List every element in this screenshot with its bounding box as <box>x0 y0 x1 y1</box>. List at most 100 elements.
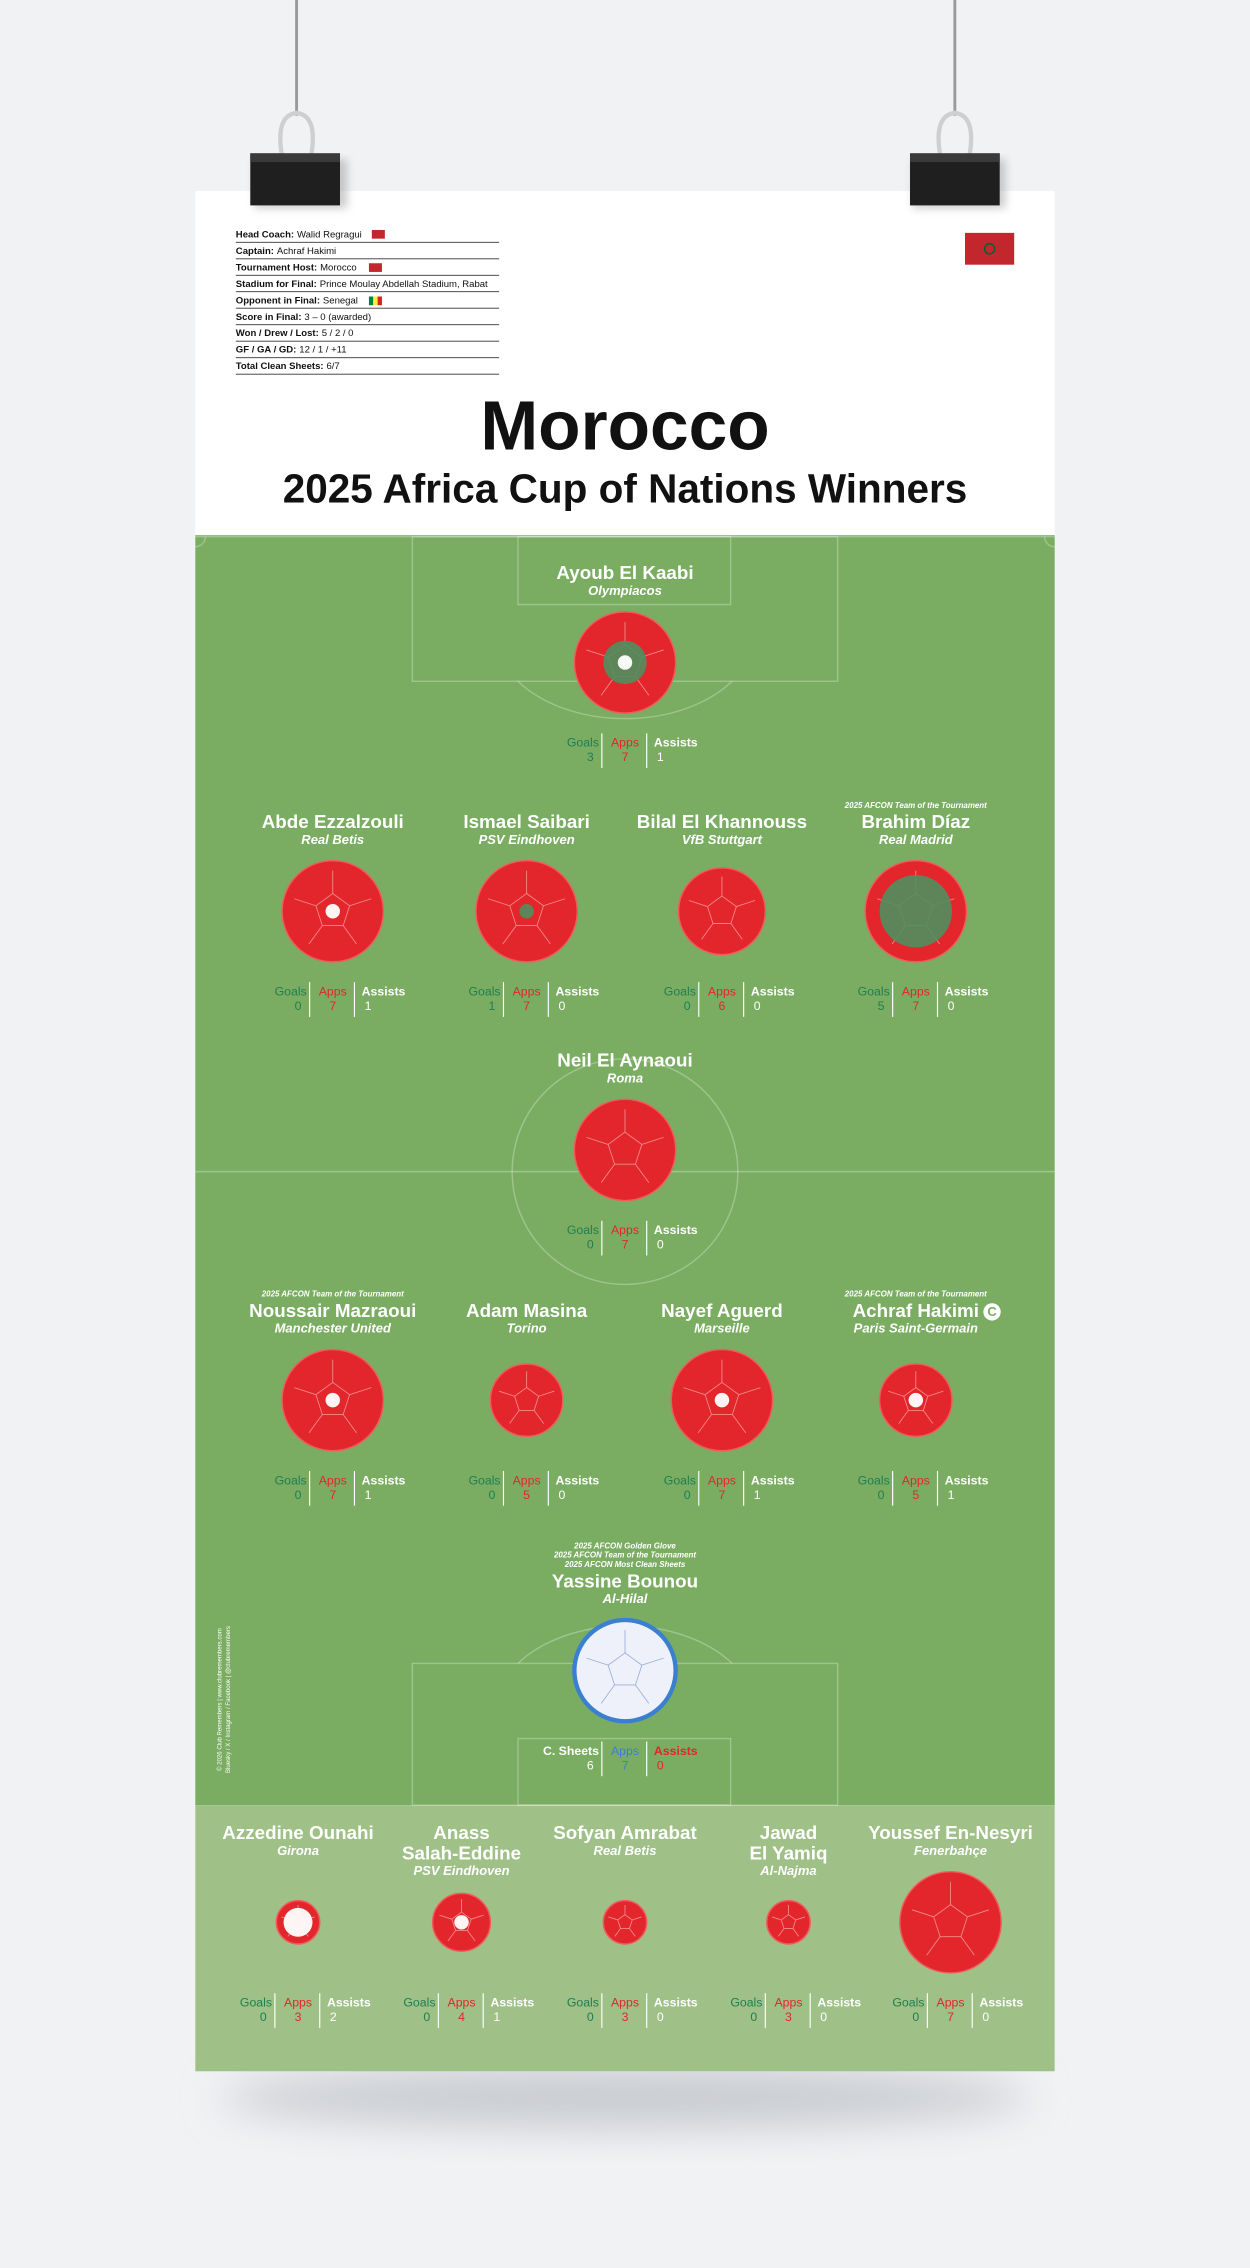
ball-seam <box>471 1914 484 1920</box>
ball-seam <box>780 1914 797 1929</box>
stat-value: 3 <box>622 2010 629 2024</box>
stat-value: 1 <box>488 999 495 1013</box>
info-label: Score in Final: <box>236 311 302 322</box>
info-value: Achraf Hakimi <box>277 245 336 256</box>
stat-label: Assists <box>945 1473 989 1487</box>
ball-seam <box>502 925 517 945</box>
player-name: Abde Ezzalzouli <box>262 811 404 832</box>
stat-value: 0 <box>587 2010 594 2024</box>
stat-label: Goals <box>664 985 696 999</box>
ball-seam <box>777 1928 785 1937</box>
ball-seam <box>771 1916 782 1921</box>
stat-value: 0 <box>423 2010 430 2024</box>
stat-label: Apps <box>708 985 736 999</box>
player-name: Azzedine Ounahi <box>222 1822 373 1843</box>
stat-value: 0 <box>684 1488 691 1502</box>
stat-value: 0 <box>657 1758 664 1772</box>
stat-value: 0 <box>948 999 955 1013</box>
player-club: Manchester United <box>275 1321 392 1336</box>
ball-seam <box>792 1928 800 1937</box>
award: 2025 AFCON Golden Glove <box>573 1541 676 1550</box>
player-club: Al-Hilal <box>602 1591 648 1606</box>
assists-mark <box>454 1915 469 1930</box>
ball-seam <box>607 1652 643 1686</box>
subtitle: 2025 Africa Cup of Nations Winners <box>283 465 968 511</box>
stat-label: Goals <box>892 1996 924 2010</box>
player-club: Fenerbahçe <box>914 1843 987 1858</box>
ball-seam <box>960 1936 975 1956</box>
info-value: 6/7 <box>326 361 339 372</box>
ball-seam <box>730 923 743 940</box>
stat-value: 0 <box>982 2010 989 2024</box>
stat-label: Goals <box>567 1223 599 1237</box>
stat-label: Apps <box>611 1996 639 2010</box>
player-club: Olympiacos <box>588 583 662 598</box>
assists-mark <box>617 655 633 670</box>
stat-label: Apps <box>319 1473 347 1487</box>
stat-label: Assists <box>490 1996 534 2010</box>
ball-seam <box>701 923 714 940</box>
stat-value: 7 <box>329 1488 336 1502</box>
player-name: El Yamiq <box>749 1842 827 1863</box>
stat-label: Goals <box>403 1996 435 2010</box>
stat-label: Apps <box>937 1996 965 2010</box>
info-row: Tournament Host: Morocco <box>236 262 357 273</box>
player-name: Ismael Saibari <box>463 811 589 832</box>
stat-value: 7 <box>947 2010 954 2024</box>
ball-seam <box>538 1390 555 1397</box>
stat-label: Assists <box>362 1473 406 1487</box>
player-name: Salah-Eddine <box>402 1842 521 1863</box>
info-value: Prince Moulay Abdellah Stadium, Rabat <box>320 278 488 289</box>
ball-seam <box>543 898 566 907</box>
assists-mark <box>325 1392 340 1408</box>
stat-value: 2 <box>330 2010 337 2024</box>
stat-value: 0 <box>260 2010 267 2024</box>
award: 2025 AFCON Team of the Tournament <box>844 1290 987 1299</box>
ball-seam <box>308 925 323 945</box>
info-label: Captain: <box>236 245 274 256</box>
ball-seam <box>608 1916 618 1921</box>
info-value: 3 – 0 (awarded) <box>304 311 371 322</box>
ball-seam <box>704 1381 740 1415</box>
player-club: Torino <box>507 1321 547 1336</box>
info-label: Head Coach: <box>236 229 294 240</box>
ball-seam <box>533 1410 544 1424</box>
flag <box>371 229 385 239</box>
stat-value: 3 <box>587 750 594 764</box>
credit: Bluesky / X / Instagram / Facebook | @cl… <box>226 1626 232 1773</box>
stat-label: Apps <box>902 1473 930 1487</box>
info-value: 12 / 1 / +11 <box>299 344 346 355</box>
ball-seam <box>447 1930 456 1942</box>
ball-seam <box>342 1414 357 1434</box>
stat-label: Apps <box>319 985 347 999</box>
ball-seam <box>927 1390 944 1397</box>
ball-seam <box>308 1414 323 1434</box>
info-row: Stadium for Final: Prince Moulay Abdellah… <box>236 278 488 289</box>
stat-label: Assists <box>654 1996 698 2010</box>
stat-value: 5 <box>523 1488 530 1502</box>
ball-seam <box>509 1410 520 1424</box>
stat-value: 0 <box>488 1488 495 1502</box>
stat-value: 7 <box>329 999 336 1013</box>
stat-label: Apps <box>611 1223 639 1237</box>
stat-label: Goals <box>567 736 599 750</box>
stat-label: Assists <box>945 985 989 999</box>
stat-label: Goals <box>275 985 307 999</box>
flag <box>373 296 378 306</box>
ball-seam <box>635 1163 650 1183</box>
captain-badge-text: C <box>987 1304 997 1319</box>
ball <box>573 1098 677 1202</box>
ball-seam <box>514 1386 540 1411</box>
stat-value: 7 <box>622 1758 629 1772</box>
info-label: GF / GA / GD: <box>236 344 297 355</box>
stat-value: 7 <box>719 1488 726 1502</box>
stat-value: 5 <box>878 999 885 1013</box>
player-club: PSV Eindhoven <box>413 1863 509 1878</box>
award: 2025 AFCON Most Clean Sheets <box>564 1560 686 1569</box>
player-club: PSV Eindhoven <box>479 832 575 847</box>
player-club: VfB Stuttgart <box>682 832 763 847</box>
stat-label: Assists <box>654 1744 698 1758</box>
stat-label: Apps <box>708 1473 736 1487</box>
morocco-flag <box>964 232 1015 265</box>
